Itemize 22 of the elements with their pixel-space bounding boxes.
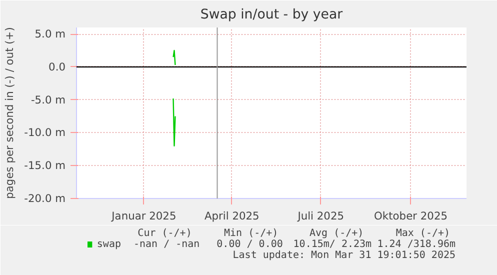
x-tick-label: Januar 2025 (110, 210, 176, 222)
text: Cur (-/+) (138, 228, 192, 239)
chart-title: Swap in/out - by year (200, 8, 344, 22)
legend-label: swap (96, 239, 121, 250)
x-tick-label: Oktober 2025 (374, 210, 448, 222)
text: Max (-/+) (396, 228, 450, 239)
y-tick-label: -5.0 m (30, 93, 66, 106)
x-tick-label: Juli 2025 (296, 210, 344, 222)
text: Last update: Mon Mar 31 19:01:50 2025 (232, 250, 456, 261)
x-tick-label: April 2025 (204, 210, 260, 222)
text: 0.00 / 0.00 (216, 239, 283, 250)
y-tick-label: 5.0 m (34, 28, 66, 41)
y-tick-label: -15.0 m (24, 159, 66, 172)
y-tick-label: 0.0 (48, 60, 66, 74)
y-tick-label: -20.0 m (24, 192, 66, 205)
y-axis-title: pages per second in (-) / out (+) (3, 27, 16, 199)
text: 10.15m/ 2.23m (293, 239, 372, 250)
text: 1.24 /318.96m (377, 239, 456, 250)
text: -nan / -nan (133, 239, 200, 250)
text: Min (-/+) (224, 228, 278, 239)
y-tick-label: -10.0 m (24, 126, 66, 140)
text: Avg (-/+) (310, 228, 364, 239)
